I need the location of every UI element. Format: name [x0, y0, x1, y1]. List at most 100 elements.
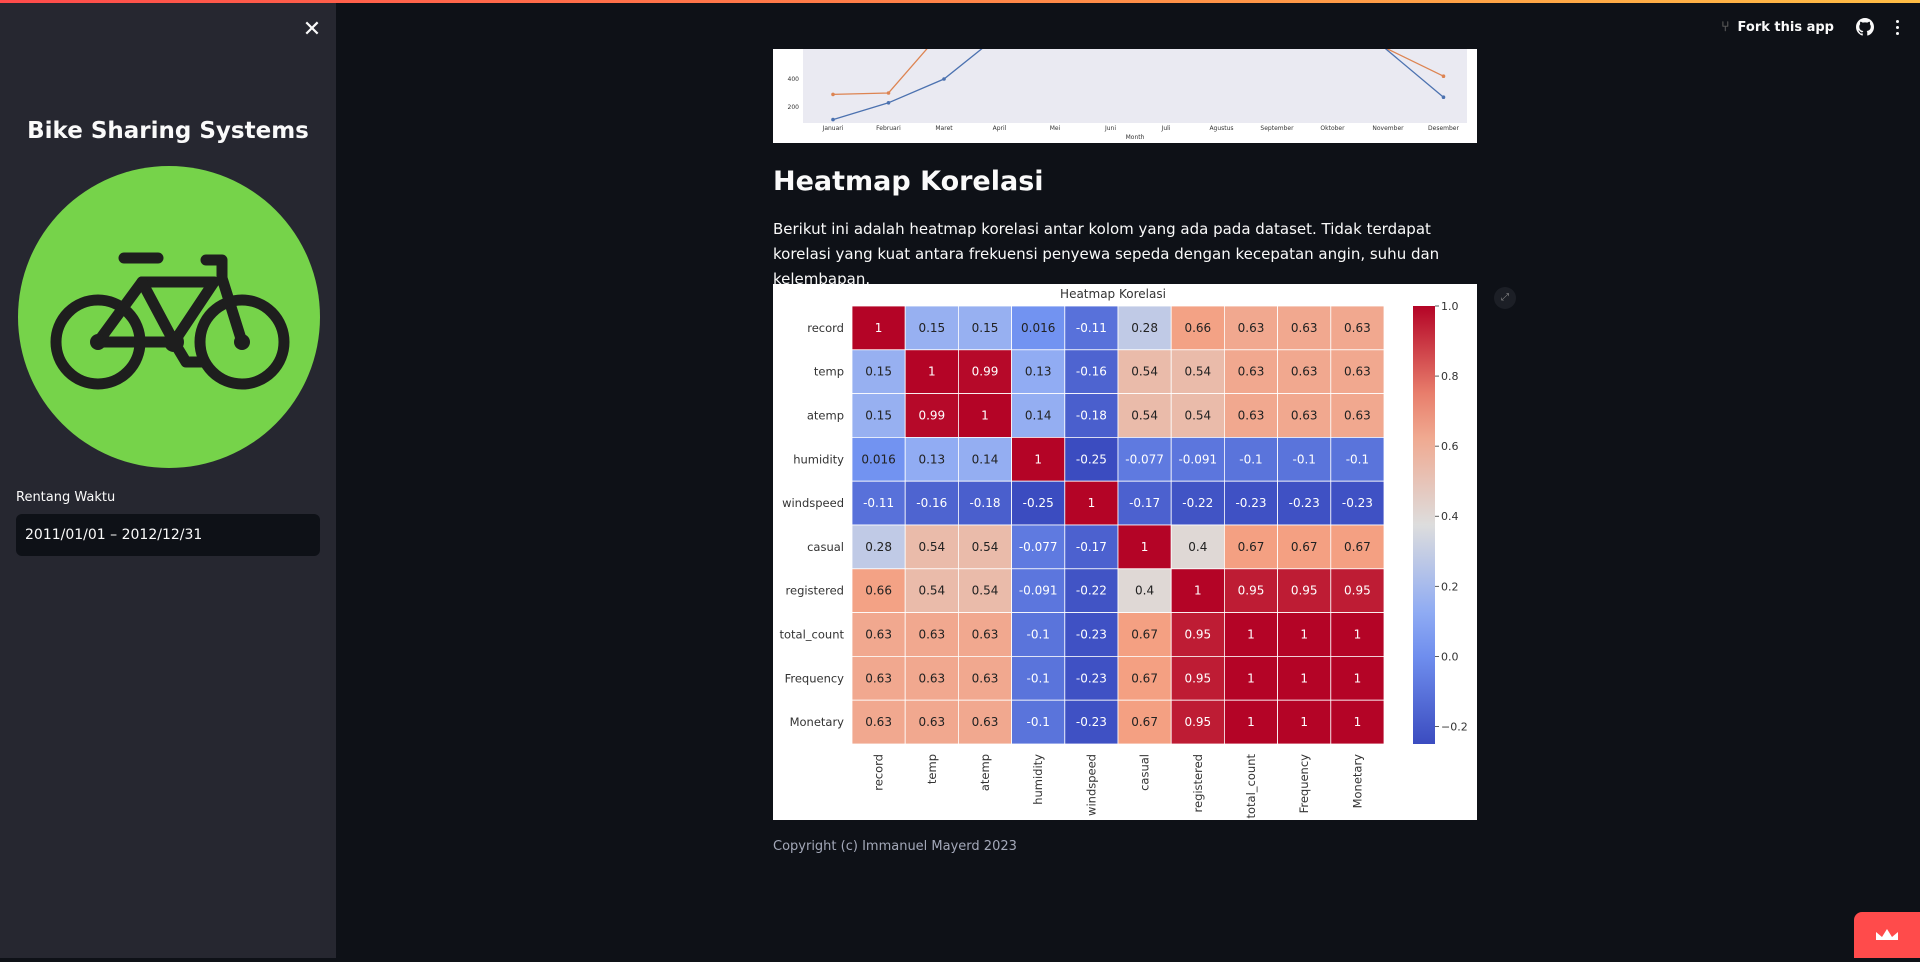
heatmap-cell [1277, 655, 1332, 701]
heatmap-cell-value: -0.25 [1023, 496, 1054, 510]
heatmap-cell [1330, 612, 1385, 657]
heatmap-cell [957, 393, 1012, 438]
heatmap-cell-value: -0.23 [1076, 715, 1107, 729]
heatmap-cell-value: 0.63 [918, 671, 945, 685]
heatmap-cell [1223, 524, 1278, 570]
heatmap-cell [1223, 480, 1278, 526]
heatmap-cell [1330, 655, 1385, 701]
heatmap-cell [1064, 699, 1119, 745]
heatmap-cell-value: 0.54 [1184, 409, 1211, 423]
heatmap-cell-value: -0.11 [863, 496, 894, 510]
heatmap-cell-value: 0.66 [1184, 321, 1211, 335]
heatmap-cell-value: 1 [981, 409, 989, 423]
heatmap-cell-value: -0.22 [1076, 584, 1107, 598]
top-decoration-bar [0, 0, 1920, 3]
heatmap-col-label: record [872, 754, 886, 791]
heatmap-cell-value: 0.016 [861, 452, 895, 466]
heatmap-cell-value: 0.15 [918, 321, 945, 335]
heatmap-cell-value: 0.63 [1344, 321, 1371, 335]
heatmap-cell-value: 1 [1300, 671, 1308, 685]
heatmap-cell [1011, 655, 1066, 701]
x-tick-label: Maret [935, 125, 953, 132]
heatmap-cell [1064, 305, 1119, 351]
heatmap-cell-value: -0.22 [1182, 496, 1213, 510]
heatmap-cell-value: 0.14 [1025, 409, 1052, 423]
heatmap-cell [1223, 612, 1278, 657]
date-range-label: Rentang Waktu [16, 490, 116, 505]
heatmap-cell-value: 0.67 [1238, 540, 1265, 554]
kebab-menu-icon[interactable] [1892, 18, 1902, 36]
heatmap-cell-value: -0.077 [1019, 540, 1058, 554]
heatmap-cell [904, 480, 959, 526]
heatmap-cell [1277, 699, 1332, 745]
heatmap-cell-value: 1 [1194, 584, 1202, 598]
heatmap-cell [1117, 612, 1172, 657]
heatmap-cell-value: 0.54 [972, 540, 999, 554]
heatmap-cell [1170, 305, 1225, 351]
heatmap-cell-value: 1 [1354, 628, 1362, 642]
heatmap-cell [1170, 524, 1225, 570]
colorbar-tick-label: 0.8 [1441, 370, 1459, 383]
crown-icon [1876, 929, 1898, 940]
heatmap-col-label: humidity [1031, 754, 1045, 805]
copyright-text: Copyright (c) Immanuel Mayerd 2023 [773, 839, 1017, 854]
heatmap-cell-value: 0.63 [1291, 365, 1318, 379]
heatmap-cell-value: 0.54 [1131, 409, 1158, 423]
heatmap-cell-value: 0.66 [865, 584, 892, 598]
heatmap-cell-value: 0.54 [1184, 365, 1211, 379]
heatmap-col-label: registered [1191, 754, 1205, 812]
y-tick-label: 200 [788, 104, 800, 111]
streamlit-crown-badge[interactable] [1854, 912, 1920, 958]
heatmap-cell [1277, 524, 1332, 570]
heatmap-col-label: temp [925, 754, 939, 784]
heatmap-cell-value: -0.23 [1235, 496, 1266, 510]
heatmap-cell [904, 349, 959, 395]
heatmap-cell-value: -0.23 [1289, 496, 1320, 510]
heatmap-cell-value: 0.13 [918, 452, 945, 466]
heatmap-cell-value: 0.14 [972, 452, 999, 466]
heatmap-cell [1223, 568, 1278, 613]
heatmap-title: Heatmap Korelasi [1060, 287, 1166, 301]
fullscreen-expand-icon[interactable]: ⤢ [1494, 287, 1516, 309]
x-tick-label: September [1260, 125, 1294, 132]
heatmap-cell-value: -0.1 [1026, 671, 1049, 685]
heatmap-cell-value: 0.15 [865, 365, 892, 379]
heatmap-cell-value: 0.016 [1021, 321, 1055, 335]
github-icon[interactable] [1856, 18, 1874, 36]
x-tick-label: Agustus [1209, 125, 1233, 132]
heatmap-cell [1170, 436, 1225, 482]
bicycle-logo [18, 166, 320, 468]
heatmap-cell-value: 0.63 [972, 671, 999, 685]
heatmap-cell-value: -0.18 [1076, 409, 1107, 423]
heatmap-cell-value: 0.54 [972, 584, 999, 598]
heatmap-cell [1330, 524, 1385, 570]
heatmap-cell [1117, 436, 1172, 482]
heatmap-cell [1277, 480, 1332, 526]
heatmap-cell [957, 568, 1012, 613]
heatmap-col-label: casual [1138, 754, 1152, 791]
heatmap-cell [957, 524, 1012, 570]
heatmap-cell [957, 305, 1012, 351]
line-point [831, 117, 835, 122]
heatmap-cell-value: -0.17 [1076, 540, 1107, 554]
fork-app-button[interactable]: ⑂ Fork this app [1721, 19, 1834, 35]
heatmap-cell-value: 0.95 [1291, 584, 1318, 598]
colorbar-tick-label: 0.6 [1441, 440, 1459, 453]
line-point [886, 91, 891, 95]
close-sidebar-button[interactable]: ✕ [302, 17, 322, 42]
line-plot-area [803, 49, 1467, 123]
heatmap-row-label: Monetary [790, 715, 845, 729]
heatmap-cell [1330, 568, 1385, 613]
heatmap-cell-value: 0.63 [1344, 409, 1371, 423]
heatmap-cell [1117, 349, 1172, 395]
heatmap-cell-value: -0.1 [1292, 452, 1315, 466]
heatmap-col-label: windspeed [1084, 754, 1098, 816]
colorbar-tick-label: 1.0 [1441, 300, 1459, 313]
heatmap-cell-value: 0.15 [865, 409, 892, 423]
heatmap-cell-value: 1 [928, 365, 936, 379]
heatmap-cell-value: 0.63 [865, 671, 892, 685]
heatmap-cell [1011, 699, 1066, 745]
heatmap-cell-value: 1 [875, 321, 883, 335]
date-range-input[interactable]: 2011/01/01 – 2012/12/31 [16, 514, 320, 556]
